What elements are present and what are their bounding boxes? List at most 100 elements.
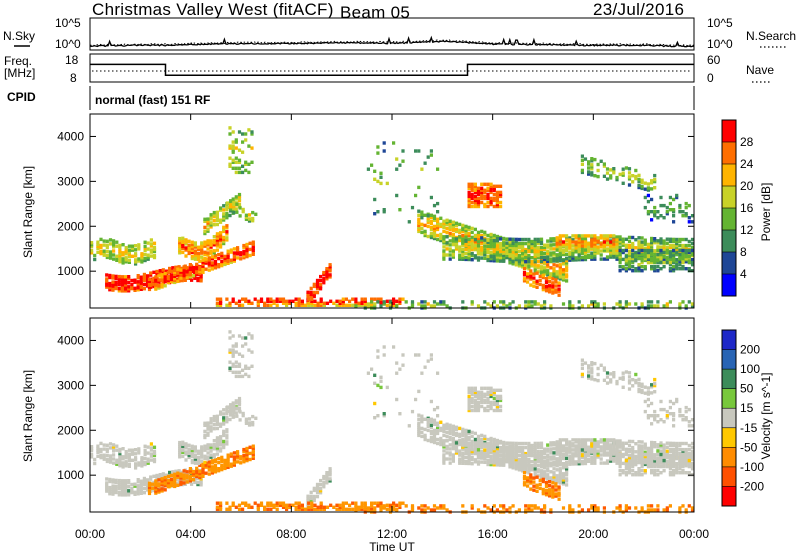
velocity-cell <box>242 456 246 460</box>
velocity-cell <box>203 446 207 450</box>
power-cell <box>154 277 158 281</box>
power-cell <box>593 238 597 242</box>
power-cell <box>105 243 109 247</box>
velocity-cell <box>197 457 201 462</box>
power-cell <box>612 167 616 171</box>
velocity-cell <box>577 452 581 456</box>
velocity-cell <box>140 460 144 464</box>
power-cell <box>429 153 433 157</box>
power-cell <box>461 223 465 228</box>
power-cell <box>653 237 657 241</box>
power-cell <box>251 216 255 221</box>
velocity-cell <box>590 459 594 463</box>
power-cell <box>223 262 227 267</box>
power-cell <box>499 253 503 257</box>
velocity-cell <box>209 453 213 457</box>
velocity-cell <box>483 434 487 439</box>
velocity-cell <box>640 440 644 444</box>
power-cell <box>565 263 569 267</box>
velocity-cell <box>241 413 245 418</box>
velocity-cell <box>187 447 191 451</box>
power-cell <box>543 270 547 274</box>
velocity-cell <box>561 444 566 448</box>
power-cell <box>319 278 323 283</box>
freq-label-line1: Freq. <box>4 54 32 68</box>
power-cell <box>146 278 150 282</box>
power-cell <box>212 212 216 217</box>
power-cell <box>517 245 521 250</box>
power-cell <box>348 299 352 303</box>
power-cell <box>127 287 131 291</box>
velocity-cell <box>210 465 214 469</box>
velocity-cell <box>605 451 610 455</box>
power-cell <box>539 255 544 260</box>
power-cell <box>220 261 224 266</box>
power-cell <box>580 244 584 248</box>
velocity-cell <box>212 416 216 421</box>
power-cell <box>486 238 490 242</box>
power-cell <box>590 238 594 242</box>
velocity-cell <box>225 440 229 444</box>
velocity-cell <box>442 439 446 443</box>
power-cell <box>672 197 676 202</box>
power-cell <box>555 259 559 263</box>
velocity-cell <box>445 457 449 461</box>
velocity-cell <box>115 444 119 448</box>
power-cell <box>495 257 499 261</box>
power-cell <box>470 258 474 262</box>
velocity-cell <box>281 501 286 505</box>
velocity-cell <box>222 439 226 444</box>
velocity-cell <box>486 392 490 396</box>
velocity-cell <box>517 457 521 462</box>
power-cell <box>461 251 465 255</box>
power-cell <box>536 252 540 256</box>
power-cell <box>587 166 591 170</box>
power-cell <box>426 302 430 306</box>
velocity-cell <box>232 457 236 461</box>
power-cell <box>213 264 218 268</box>
power-cell <box>517 262 521 266</box>
power-cell <box>514 247 518 252</box>
power-cell <box>643 181 647 185</box>
velocity-cell <box>678 506 682 510</box>
power-cell <box>181 236 185 240</box>
velocity-cell <box>653 459 657 463</box>
velocity-cell <box>495 443 499 447</box>
power-cell <box>241 170 245 175</box>
velocity-cell <box>373 508 377 512</box>
velocity-cell <box>312 494 316 499</box>
velocity-cell <box>587 450 591 454</box>
power-cell <box>618 256 622 261</box>
power-cell <box>574 240 578 244</box>
power-cell <box>137 245 141 249</box>
power-cell <box>451 255 455 259</box>
power-cell <box>139 279 143 283</box>
velocity-cell <box>492 392 496 396</box>
power-cell <box>552 271 556 275</box>
power-cell <box>423 161 427 165</box>
power-cell <box>602 246 606 250</box>
velocity-cell <box>454 443 459 447</box>
power-cell <box>561 262 566 266</box>
power-cell <box>549 272 553 276</box>
velocity-cell <box>461 455 465 459</box>
power-cell <box>476 230 481 235</box>
power-cell <box>587 244 591 248</box>
power-cell <box>176 279 180 283</box>
power-cell <box>398 297 402 301</box>
power-cell <box>665 250 669 255</box>
velocity-cell <box>445 508 449 512</box>
power-cell <box>483 190 487 195</box>
power-cell <box>473 246 477 250</box>
power-cell <box>118 243 122 248</box>
power-cell <box>137 243 141 247</box>
power-cell <box>627 171 632 175</box>
velocity-cell <box>524 451 528 456</box>
power-cell <box>530 256 534 260</box>
power-cell <box>142 282 146 287</box>
power-cell <box>526 272 530 276</box>
power-cell <box>470 238 474 243</box>
power-cell <box>653 186 657 190</box>
power-cell <box>527 304 531 308</box>
power-cell <box>322 301 326 305</box>
